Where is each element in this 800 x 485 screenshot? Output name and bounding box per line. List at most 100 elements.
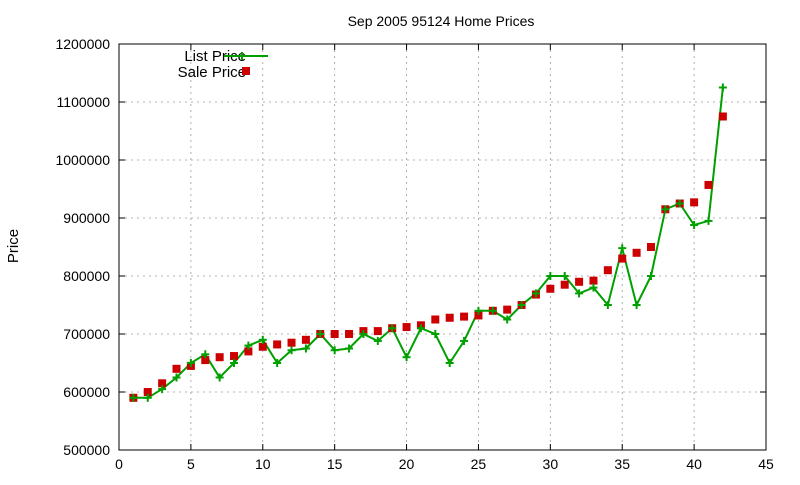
y-tick-label: 700000	[63, 326, 110, 342]
sale-price-point	[287, 338, 296, 347]
y-tick-label: 1200000	[55, 36, 110, 52]
list-price-point	[517, 301, 526, 309]
list-price-point	[661, 205, 670, 214]
x-tick-label: 25	[471, 456, 487, 472]
sale-price-point	[646, 243, 655, 251]
list-price-point	[718, 83, 727, 92]
sale-price-point	[503, 305, 512, 314]
list-price-point	[359, 330, 368, 338]
list-price-point	[287, 346, 296, 355]
x-tick-label: 40	[686, 456, 702, 472]
list-price-point	[503, 315, 512, 324]
sale-price-point	[373, 327, 382, 336]
list-price-point	[589, 283, 598, 292]
sale-price-point	[201, 356, 210, 365]
list-price-point	[618, 244, 627, 253]
y-tick-label: 900000	[63, 210, 110, 226]
sale-price-point	[143, 388, 152, 396]
sale-price-point	[474, 311, 483, 320]
list-price-point	[531, 289, 540, 298]
sale-price-point	[301, 335, 310, 344]
list-price-point	[201, 350, 210, 359]
sale-price-point	[603, 266, 612, 275]
list-price-point	[186, 359, 195, 367]
x-tick-label: 0	[115, 456, 123, 472]
legend-marker-sale-price	[242, 67, 250, 75]
list-price-point	[345, 344, 354, 353]
sale-price-point	[215, 353, 224, 362]
sale-price-point	[172, 364, 181, 373]
sale-price-point	[589, 276, 598, 285]
list-price-point	[143, 393, 152, 402]
sale-price-point	[258, 342, 267, 351]
legend-label-sale-price: Sale Price	[178, 64, 246, 81]
list-price-point	[273, 359, 282, 367]
list-price-point	[388, 324, 397, 333]
list-price-point	[402, 353, 411, 362]
list-price-point	[330, 346, 339, 355]
y-tick-label: 1000000	[55, 152, 110, 168]
series-layer	[129, 83, 727, 402]
sale-price-point	[704, 180, 713, 189]
sale-price-point	[330, 330, 339, 338]
list-price-point	[560, 272, 569, 280]
sale-price-point	[546, 284, 555, 293]
list-price-point	[445, 359, 454, 367]
list-price-point	[488, 306, 497, 315]
x-tick-label: 35	[614, 456, 630, 472]
list-price-point	[244, 341, 253, 350]
x-tick-label: 20	[399, 456, 415, 472]
sale-price-point	[431, 315, 440, 324]
axis-ticks: 0 5 10 15 20 25 30 35 40 45 500000 600000 700000 8000…	[55, 36, 774, 472]
sale-price-point	[345, 330, 354, 338]
list-price-point	[474, 306, 483, 315]
sale-price-point	[230, 352, 239, 361]
y-tick-label: 1100000	[57, 94, 111, 110]
sale-price-point	[618, 254, 627, 263]
list-price-point	[158, 385, 167, 394]
list-price-point	[172, 373, 181, 382]
sale-price-point	[445, 313, 454, 322]
chart-title: Sep 2005 95124 Home Prices	[348, 13, 535, 29]
list-price-point	[316, 330, 325, 338]
list-price-point	[632, 301, 641, 309]
x-tick-label: 10	[255, 456, 271, 472]
list-price-point	[373, 336, 382, 345]
list-price-point	[129, 393, 138, 402]
list-price-point	[690, 220, 699, 229]
list-price-point	[301, 344, 310, 353]
list-price-point	[230, 359, 239, 367]
list-price-point	[646, 272, 655, 280]
plot-frame	[118, 43, 767, 451]
sale-price-point	[560, 280, 569, 289]
y-tick-label: 600000	[63, 384, 110, 400]
sale-price-point	[718, 112, 727, 121]
grid	[119, 44, 766, 450]
list-price-point	[546, 272, 555, 280]
sale-price-point	[575, 277, 584, 286]
sale-price-point	[632, 248, 641, 257]
x-tick-label: 45	[758, 456, 774, 472]
sale-price-point	[158, 379, 167, 388]
y-axis-label: Price	[5, 229, 22, 263]
list-price-point	[575, 289, 584, 298]
list-price-point	[416, 324, 425, 333]
list-price-point	[603, 301, 612, 309]
sale-price-point	[460, 312, 469, 321]
list-price-point	[675, 199, 684, 208]
x-tick-label: 5	[187, 456, 195, 472]
y-tick-label: 500000	[63, 442, 110, 458]
x-tick-label: 30	[543, 456, 559, 472]
list-price-point	[460, 336, 469, 345]
sale-price-point	[244, 347, 253, 356]
list-price-point	[215, 373, 224, 382]
list-price-point	[704, 216, 713, 225]
list-price-point	[431, 330, 440, 338]
list-price-point	[258, 335, 267, 344]
x-tick-label: 15	[327, 456, 343, 472]
sale-price-point	[273, 340, 282, 349]
